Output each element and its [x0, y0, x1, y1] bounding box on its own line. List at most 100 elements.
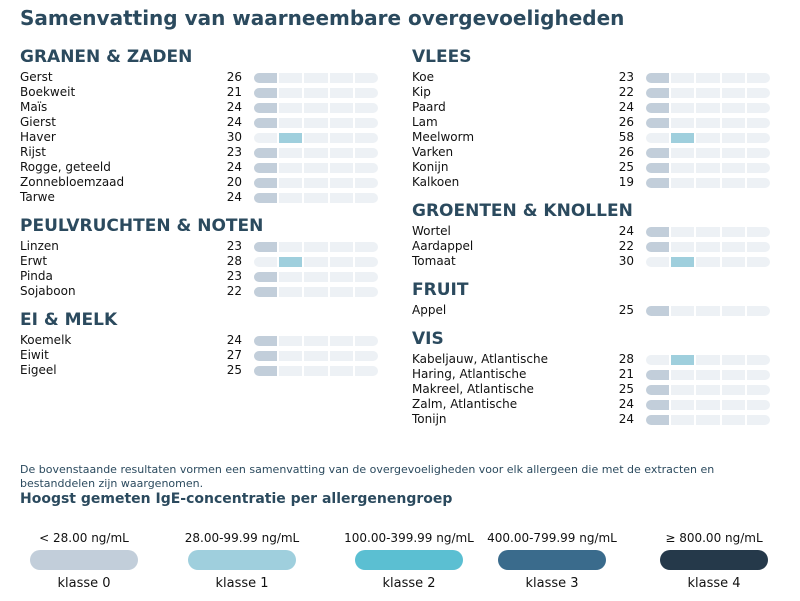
class-bar-segment: [254, 366, 278, 376]
class-bar-segment: [304, 366, 328, 376]
allergen-value: 28: [226, 254, 242, 268]
class-bar-segment: [696, 242, 720, 252]
class-bar-segment: [329, 103, 353, 113]
class-bar: [646, 163, 771, 173]
legend-class-label: klasse 4: [687, 576, 741, 591]
class-bar-segment: [254, 272, 278, 282]
class-bar-segment: [671, 415, 695, 425]
class-bar-segment: [279, 163, 303, 173]
class-bar: [646, 242, 771, 252]
class-bar: [646, 415, 771, 425]
allergen-value: 24: [618, 224, 634, 238]
legend-swatch: [30, 550, 138, 570]
class-bar-segment: [646, 163, 670, 173]
class-bar: [646, 370, 771, 380]
class-bar: [254, 178, 379, 188]
class-bar-segment: [354, 103, 379, 113]
class-bar-segment: [279, 272, 303, 282]
class-bar-segment: [746, 400, 771, 410]
class-bar-segment: [304, 178, 328, 188]
class-bar-segment: [746, 242, 771, 252]
allergen-value: 25: [226, 363, 242, 377]
allergen-name: Tomaat: [412, 254, 456, 268]
class-bar: [646, 133, 771, 143]
class-bar-segment: [304, 118, 328, 128]
legend-item: ≥ 800.00 ng/mL klasse 4: [644, 530, 784, 591]
allergen-name: Paard: [412, 100, 446, 114]
class-bar-segment: [746, 73, 771, 83]
allergen-row: Erwt 28: [20, 254, 380, 269]
class-bar: [254, 242, 379, 252]
group-title: PEULVRUCHTEN & NOTEN: [20, 216, 264, 236]
class-bar-segment: [329, 133, 353, 143]
allergen-name: Eigeel: [20, 363, 57, 377]
allergen-row: Makreel, Atlantische 25: [412, 382, 772, 397]
allergen-name: Kabeljauw, Atlantische: [412, 352, 548, 366]
allergen-value: 24: [226, 190, 242, 204]
class-bar-segment: [696, 73, 720, 83]
class-bar-segment: [671, 242, 695, 252]
class-bar-segment: [646, 103, 670, 113]
class-bar-segment: [671, 227, 695, 237]
class-bar-segment: [746, 415, 771, 425]
class-bar-segment: [721, 148, 745, 158]
allergen-row: Rijst 23: [20, 145, 380, 160]
class-bar-segment: [304, 148, 328, 158]
allergen-value: 23: [618, 70, 634, 84]
class-bar-segment: [329, 366, 353, 376]
allergen-row: Lam 26: [412, 115, 772, 130]
class-bar-segment: [329, 272, 353, 282]
legend-swatch: [355, 550, 463, 570]
class-bar-segment: [254, 287, 278, 297]
allergen-value: 20: [226, 175, 242, 189]
legend-range: < 28.00 ng/mL: [39, 531, 129, 545]
class-bar-segment: [671, 133, 695, 143]
class-bar-segment: [254, 351, 278, 361]
allergen-row: Haring, Atlantische 21: [412, 367, 772, 382]
class-bar-segment: [646, 148, 670, 158]
class-bar: [646, 400, 771, 410]
class-bar-segment: [721, 257, 745, 267]
allergen-value: 30: [618, 254, 634, 268]
allergen-row: Rogge, geteeld 24: [20, 160, 380, 175]
class-bar-segment: [329, 88, 353, 98]
allergen-row: Eigeel 25: [20, 363, 380, 378]
class-bar-segment: [721, 306, 745, 316]
allergen-name: Eiwit: [20, 348, 49, 362]
class-bar: [646, 306, 771, 316]
allergen-value: 26: [618, 145, 634, 159]
class-bar-segment: [746, 306, 771, 316]
allergen-name: Rijst: [20, 145, 46, 159]
summary-note: De bovenstaande resultaten vormen een sa…: [20, 463, 715, 490]
allergen-value: 23: [226, 269, 242, 283]
legend-swatch: [498, 550, 606, 570]
class-bar-segment: [696, 178, 720, 188]
allergen-value: 24: [618, 100, 634, 114]
allergen-value: 23: [226, 145, 242, 159]
class-bar-segment: [671, 400, 695, 410]
allergen-value: 22: [618, 85, 634, 99]
allergen-row: Linzen 23: [20, 239, 380, 254]
allergen-name: Appel: [412, 303, 447, 317]
class-bar-segment: [646, 355, 670, 365]
allergen-name: Erwt: [20, 254, 48, 268]
class-bar-segment: [304, 287, 328, 297]
class-bar-segment: [354, 351, 379, 361]
class-bar-segment: [721, 400, 745, 410]
results-column-right: VLEES Koe 23 Kip 22 Paard 24 Lam 26 Meelworm 58 Var…: [412, 42, 772, 427]
allergen-row: Zalm, Atlantische 24: [412, 397, 772, 412]
class-bar-segment: [646, 118, 670, 128]
allergen-value: 26: [226, 70, 242, 84]
allergen-name: Tonijn: [412, 412, 447, 426]
class-bar-segment: [646, 370, 670, 380]
class-bar-segment: [279, 336, 303, 346]
class-bar-segment: [329, 351, 353, 361]
class-bar-segment: [671, 148, 695, 158]
class-bar-segment: [279, 193, 303, 203]
class-bar-segment: [279, 103, 303, 113]
class-bar-segment: [254, 336, 278, 346]
class-bar: [646, 88, 771, 98]
legend-swatch: [660, 550, 768, 570]
allergen-name: Kip: [412, 85, 431, 99]
class-bar: [646, 355, 771, 365]
